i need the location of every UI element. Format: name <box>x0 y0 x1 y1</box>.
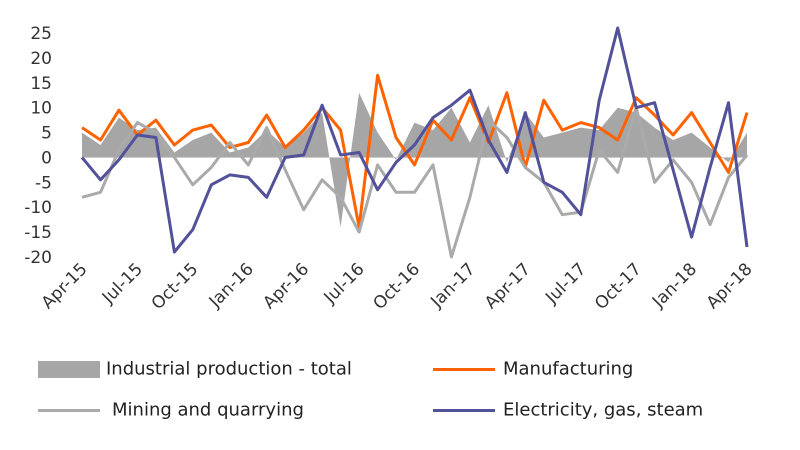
y-axis-ticks: 25 20 15 10 5 0 -5 -10 -15 -20 <box>24 24 52 268</box>
y-tick-label: -15 <box>24 223 52 243</box>
x-tick-label: Jul-15 <box>98 259 147 308</box>
series-line-manufacturing <box>81 73 749 229</box>
y-tick-label: 20 <box>30 49 52 69</box>
y-tick-label: -10 <box>24 198 52 218</box>
y-tick-label: 15 <box>30 74 52 94</box>
x-tick-label: Jul-17 <box>541 259 590 308</box>
series-area-industrial-production-total <box>82 92 747 228</box>
line-layer <box>80 26 749 259</box>
x-tick-label: Jul-16 <box>320 259 369 308</box>
x-tick-label: Jan-17 <box>426 259 479 312</box>
x-tick-label: Jan-16 <box>205 259 258 312</box>
x-tick-label: Apr-17 <box>481 259 535 313</box>
x-tick-label: Apr-18 <box>703 259 757 313</box>
x-tick-label: Apr-16 <box>259 259 313 313</box>
area-layer <box>82 92 747 228</box>
series-line-electricity-gas-steam <box>80 26 749 254</box>
x-tick-label: Oct-15 <box>148 259 203 314</box>
x-tick-label: Oct-16 <box>369 259 424 314</box>
y-tick-label: 10 <box>30 99 52 119</box>
x-axis-ticks: Apr-15 Jul-15 Oct-15 Jan-16 Apr-16 Jul-16 Oct-… <box>38 259 757 314</box>
y-tick-label: 5 <box>41 124 52 144</box>
x-tick-label: Jan-18 <box>648 259 701 312</box>
y-tick-label: -20 <box>24 248 52 268</box>
y-tick-label: 25 <box>30 24 52 44</box>
y-tick-label: -5 <box>35 173 52 193</box>
y-tick-label: 0 <box>41 148 52 168</box>
x-tick-label: Oct-17 <box>591 259 646 314</box>
